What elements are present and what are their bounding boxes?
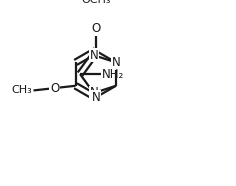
Text: O: O — [91, 22, 100, 35]
Text: N: N — [91, 91, 100, 104]
Text: N: N — [89, 49, 98, 62]
Text: NH₂: NH₂ — [102, 68, 124, 81]
Text: CH₃: CH₃ — [12, 85, 33, 95]
Text: O: O — [50, 82, 59, 95]
Text: OCH₃: OCH₃ — [81, 0, 110, 5]
Text: N: N — [112, 56, 120, 69]
Text: N: N — [89, 86, 98, 100]
